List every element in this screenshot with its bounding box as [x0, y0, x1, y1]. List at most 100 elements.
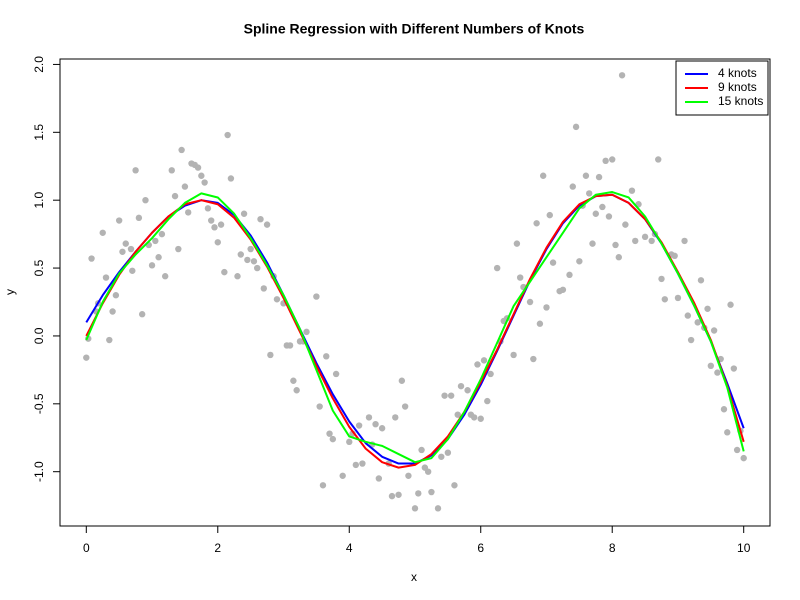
data-point [263, 221, 271, 228]
data-point [740, 454, 747, 462]
data-point [454, 411, 461, 418]
data-point [566, 271, 573, 279]
data-point [493, 264, 501, 272]
data-point [641, 233, 649, 241]
data-point [704, 305, 711, 312]
data-point [290, 377, 297, 384]
x-tick-label: 2 [214, 541, 221, 555]
data-point [260, 285, 267, 292]
data-point [655, 156, 662, 163]
data-point [480, 357, 488, 364]
data-point [487, 370, 494, 378]
data-point [178, 146, 185, 154]
y-tick-label: 1.5 [32, 124, 46, 141]
data-point [175, 245, 182, 253]
spline-line [85, 193, 745, 469]
data-point [181, 183, 189, 190]
data-point [612, 241, 619, 249]
data-point [510, 351, 517, 359]
data-point [674, 294, 682, 302]
data-point [326, 430, 333, 437]
y-tick-label: -0.5 [32, 393, 46, 414]
data-point [102, 274, 110, 281]
data-point [152, 237, 159, 245]
data-point [378, 425, 386, 432]
data-point [457, 382, 465, 390]
data-point [240, 210, 248, 217]
data-point [434, 505, 442, 512]
data-point [158, 230, 166, 238]
data-point [184, 209, 192, 216]
data-point [710, 327, 718, 334]
data-point [375, 475, 383, 482]
data-point [411, 505, 419, 512]
x-axis-label: x [411, 570, 417, 584]
data-point [135, 214, 143, 222]
data-point [546, 211, 553, 219]
data-point [687, 336, 695, 344]
data-point [365, 414, 373, 421]
data-point [293, 387, 300, 394]
data-point [257, 215, 264, 223]
data-point [586, 190, 593, 197]
data-point [122, 240, 129, 247]
data-point [129, 267, 136, 274]
data-point [516, 274, 524, 281]
data-point [227, 175, 235, 182]
legend-label: 15 knots [718, 94, 763, 108]
chart-title: Spline Regression with Different Numbers… [244, 21, 585, 37]
data-point [106, 336, 113, 344]
data-point [352, 461, 360, 469]
data-point [109, 308, 116, 315]
data-point [595, 173, 603, 181]
y-tick-label: -1.0 [32, 461, 46, 482]
data-point [405, 472, 412, 479]
plot-frame [59, 58, 771, 527]
data-point [658, 275, 665, 283]
legend-box [675, 60, 769, 116]
data-point [127, 245, 135, 253]
data-point [622, 221, 629, 228]
data-point [418, 446, 425, 454]
legend-label: 9 knots [718, 80, 757, 94]
data-point [168, 167, 175, 174]
data-point [88, 255, 95, 262]
data-point [119, 248, 126, 255]
data-point [441, 392, 448, 399]
data-point [155, 254, 162, 261]
x-tick-label: 0 [83, 541, 90, 555]
data-point [589, 240, 596, 247]
data-point [530, 355, 537, 363]
data-point [681, 237, 688, 245]
data-point [234, 273, 241, 280]
data-point [599, 203, 606, 211]
legend-label: 4 knots [718, 66, 757, 80]
data-point [247, 245, 254, 253]
data-point [615, 254, 622, 261]
data-point [194, 164, 202, 171]
data-point [142, 196, 149, 204]
data-point [513, 240, 521, 247]
data-point [254, 264, 261, 272]
data-point [727, 301, 734, 308]
data-point [451, 482, 458, 489]
data-point [83, 354, 90, 361]
data-point [572, 123, 580, 131]
data-point [392, 414, 399, 421]
data-point [316, 403, 323, 410]
data-point [217, 221, 225, 228]
data-point [112, 292, 120, 299]
data-point [671, 252, 678, 260]
data-point [273, 296, 281, 303]
data-point [628, 187, 636, 194]
data-point [221, 268, 228, 276]
data-point [332, 370, 340, 378]
data-point [355, 422, 363, 429]
x-tick-label: 10 [737, 541, 751, 555]
data-point [543, 304, 550, 311]
y-tick-label: 2.0 [32, 56, 46, 73]
data-point [211, 224, 218, 231]
data-point [444, 449, 452, 456]
data-point [319, 482, 327, 489]
data-point [447, 392, 455, 399]
